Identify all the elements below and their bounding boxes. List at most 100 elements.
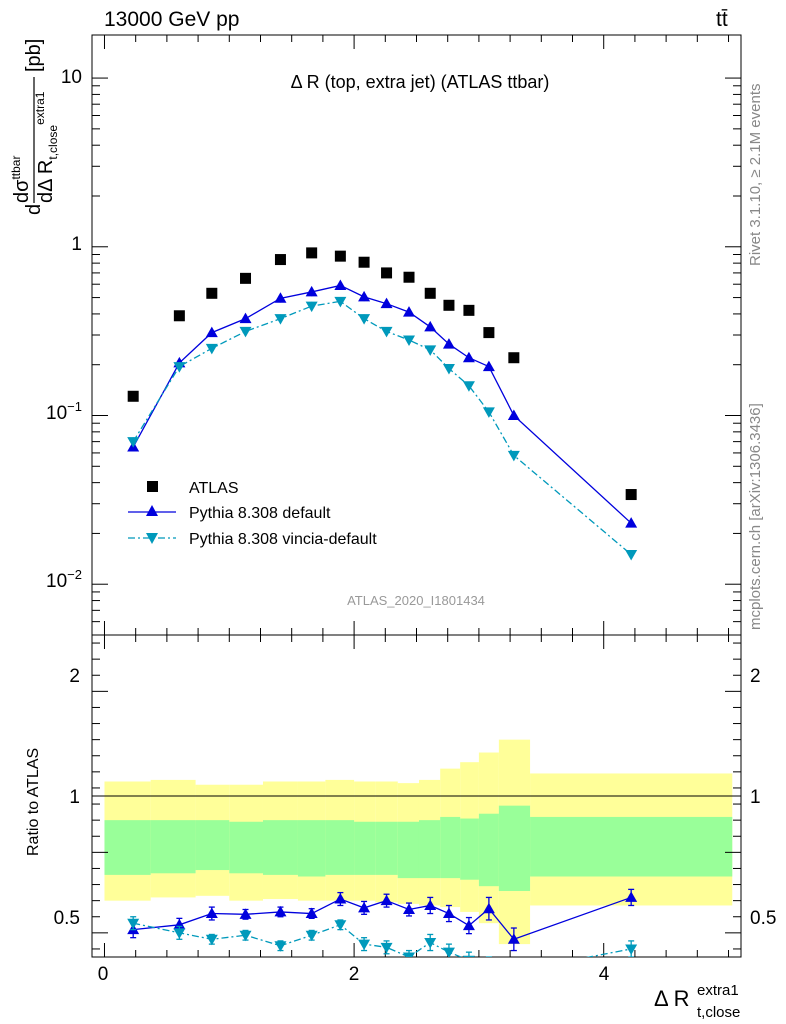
ratio-point-default <box>205 907 218 919</box>
rivet-label: Rivet 3.1.10, ≥ 2.1M events <box>747 83 764 267</box>
svg-text:d: d <box>23 204 45 215</box>
data-point-default <box>507 409 520 420</box>
ratio-point-vincia <box>334 920 347 931</box>
ratio-point-vincia <box>403 952 416 957</box>
data-point-default <box>205 326 218 338</box>
data-point-atlas <box>334 250 346 262</box>
xtick-label-4: 4 <box>599 964 610 985</box>
band-inner-green <box>104 805 733 891</box>
process-label: tt̄ <box>716 8 728 31</box>
data-point-vincia <box>305 301 318 313</box>
legend-label-default: Pythia 8.308 default <box>189 505 331 522</box>
band-inner-bin <box>262 820 298 875</box>
legend-label-atlas: ATLAS <box>189 480 239 497</box>
upper-markers <box>127 247 638 561</box>
ytick-label-10: 10 <box>61 67 82 88</box>
ratio-point-default <box>625 891 638 902</box>
band-inner-bin <box>104 820 151 875</box>
band-inner-bin <box>478 813 499 887</box>
band-inner-bin <box>150 820 196 874</box>
ratio-ytick-0p5-left: 0.5 <box>54 908 80 929</box>
ratio-point-default <box>424 899 437 910</box>
data-point-vincia <box>205 343 218 355</box>
ratio-point-vincia <box>625 944 638 955</box>
data-point-default <box>482 360 495 372</box>
energy-label: 13000 GeV pp <box>104 8 240 31</box>
data-point-vincia <box>403 335 416 347</box>
data-point-atlas <box>358 256 370 268</box>
band-inner-bin <box>460 818 479 880</box>
svg-text:[pb]: [pb] <box>23 39 45 72</box>
data-point-vincia <box>482 407 495 418</box>
ratio-point-default <box>358 901 371 913</box>
data-point-default <box>380 297 393 309</box>
data-point-default <box>274 292 287 303</box>
svg-text:dΔ Rt,closeextra1: dΔ Rt,closeextra1 <box>33 91 60 203</box>
ratio-ytick-2-right: 2 <box>750 666 761 687</box>
y-axis-label-upper: d dσttbar dΔ Rt,closeextra1 [pb] <box>9 39 60 215</box>
band-inner-bin <box>397 821 419 879</box>
ratio-point-default <box>482 902 495 914</box>
data-point-default <box>239 312 252 324</box>
ratio-point-vincia <box>508 967 520 978</box>
ratio-ytick-2-left: 2 <box>69 666 80 687</box>
data-point-atlas <box>625 489 637 501</box>
band-inner-bin <box>297 820 326 877</box>
xtick-label-0: 0 <box>98 964 109 985</box>
band-inner-bin <box>354 821 376 875</box>
ratio-point-default <box>442 907 455 919</box>
ratio-point-vincia <box>424 938 437 949</box>
mcplots-label: mcplots.cern.ch [arXiv:1306.3436] <box>747 403 764 630</box>
band-inner-bin <box>325 820 355 875</box>
ratio-point-vincia <box>305 930 318 942</box>
band-inner-bin <box>418 820 441 879</box>
ytick-label-0p1: 10−1 <box>46 399 82 424</box>
data-point-atlas <box>483 327 495 339</box>
data-point-default <box>334 279 347 290</box>
legend-marker-default <box>146 505 158 516</box>
data-point-default <box>625 517 638 528</box>
data-point-default <box>462 351 475 363</box>
ratio-point-vincia <box>483 961 495 972</box>
band-inner-bin <box>195 820 230 871</box>
lower-markers <box>127 888 638 978</box>
ratio-point-vincia <box>380 942 393 954</box>
data-point-atlas <box>424 287 436 299</box>
data-point-atlas <box>173 310 185 322</box>
ratio-point-default <box>403 903 416 915</box>
x-axis-label-sup: extra1 <box>697 982 739 999</box>
data-point-atlas <box>127 390 139 402</box>
ytick-label-0p01: 10−2 <box>46 567 82 592</box>
data-point-atlas <box>403 271 415 283</box>
ratio-point-default <box>334 893 347 904</box>
ratio-point-vincia <box>358 939 371 951</box>
data-point-vincia <box>462 381 475 392</box>
ratio-point-default <box>239 908 252 919</box>
ratio-bands <box>92 739 741 945</box>
analysis-id: ATLAS_2020_I1801434 <box>347 593 485 608</box>
data-point-vincia <box>358 314 371 325</box>
ratio-point-vincia <box>239 930 252 942</box>
series-line-pythia-default <box>132 284 632 524</box>
data-point-atlas <box>240 272 252 284</box>
data-point-vincia <box>334 296 347 308</box>
legend-label-vincia: Pythia 8.308 vincia-default <box>189 531 377 548</box>
legend-marker-atlas <box>147 481 158 492</box>
data-point-default <box>358 290 371 302</box>
x-axis-label: Δ R <box>654 986 689 1011</box>
ratio-point-vincia <box>462 955 475 957</box>
data-point-vincia <box>380 326 393 338</box>
ratio-line-pythia-vincia <box>133 922 632 957</box>
ratio-point-vincia <box>127 918 140 930</box>
band-inner-bin <box>440 816 461 879</box>
data-point-atlas <box>508 352 520 364</box>
data-point-vincia <box>127 437 140 448</box>
band-inner-bin <box>229 821 263 874</box>
ratio-ytick-1-left: 1 <box>69 787 80 808</box>
band-inner-bin <box>530 816 733 877</box>
data-point-default <box>442 338 455 349</box>
data-point-vincia <box>173 362 186 373</box>
ratio-point-default <box>507 933 520 944</box>
ratio-point-vincia <box>274 941 287 952</box>
